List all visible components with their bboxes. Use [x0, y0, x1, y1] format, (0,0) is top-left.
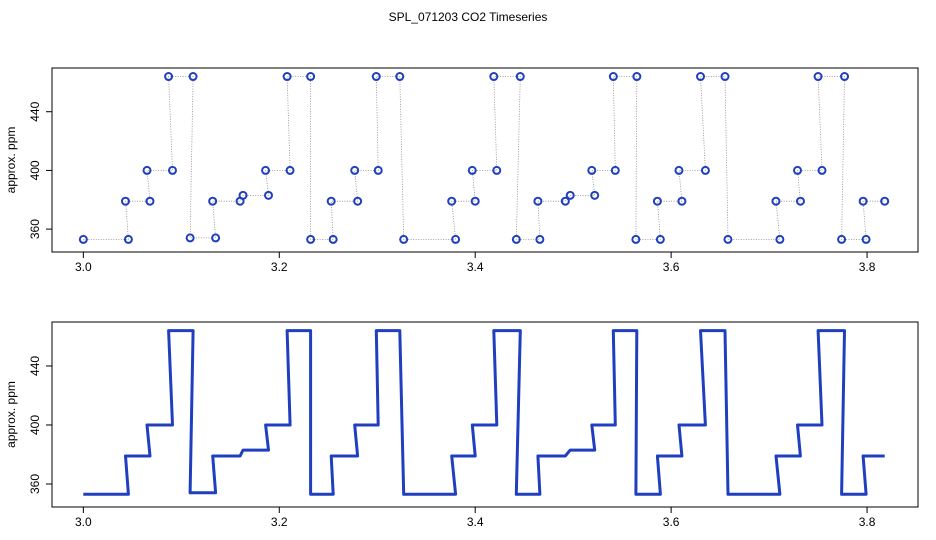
point	[164, 72, 174, 82]
point	[120, 196, 130, 206]
point	[674, 165, 684, 175]
point	[78, 234, 88, 244]
point	[700, 165, 710, 175]
y-tick-label: 400	[28, 415, 42, 435]
point	[652, 196, 662, 206]
x-tick-label: 3.2	[271, 260, 288, 274]
point	[817, 165, 827, 175]
x-tick-label: 3.8	[859, 515, 876, 529]
point	[696, 72, 706, 82]
point	[723, 234, 733, 244]
point	[492, 165, 502, 175]
point	[535, 234, 545, 244]
x-tick-label: 3.0	[75, 260, 92, 274]
point	[775, 234, 785, 244]
point	[632, 72, 642, 82]
point	[306, 72, 316, 82]
y-axis-label: approx. ppm	[4, 127, 18, 194]
point	[489, 72, 499, 82]
series-line	[83, 329, 885, 496]
point	[587, 165, 597, 175]
y-tick-label: 440	[28, 101, 42, 121]
point	[720, 72, 730, 82]
point	[211, 233, 221, 243]
point	[188, 72, 198, 82]
x-tick-label: 3.6	[663, 260, 680, 274]
point	[560, 196, 570, 206]
point	[565, 190, 575, 200]
x-tick-label: 3.2	[271, 515, 288, 529]
point	[353, 196, 363, 206]
point	[880, 196, 890, 206]
point	[813, 72, 823, 82]
point	[328, 234, 338, 244]
point	[655, 234, 665, 244]
point	[373, 165, 383, 175]
y-tick-label: 440	[28, 356, 42, 376]
point	[371, 72, 381, 82]
figure-title: SPL_071203 CO2 Timeseries	[389, 10, 548, 24]
point	[447, 196, 457, 206]
y-tick-label: 400	[28, 160, 42, 180]
point	[677, 196, 687, 206]
point	[451, 234, 461, 244]
point	[261, 165, 271, 175]
x-tick-label: 3.4	[467, 260, 484, 274]
point	[533, 196, 543, 206]
point	[840, 72, 850, 82]
x-tick-label: 3.4	[467, 515, 484, 529]
point	[590, 190, 600, 200]
y-tick-label: 360	[28, 219, 42, 239]
point	[264, 190, 273, 200]
point	[185, 233, 195, 243]
point	[142, 165, 152, 175]
point	[326, 196, 336, 206]
point	[631, 234, 641, 244]
point	[395, 72, 405, 82]
x-tick-label: 3.8	[859, 260, 876, 274]
x-tick-label: 3.6	[663, 515, 680, 529]
point	[837, 234, 847, 244]
y-tick-label: 360	[28, 474, 42, 494]
point	[285, 165, 295, 175]
point	[350, 165, 360, 175]
point	[167, 165, 177, 175]
point	[610, 165, 620, 175]
connector-line	[83, 76, 885, 240]
point	[306, 234, 316, 244]
y-axis-label: approx. ppm	[4, 381, 18, 448]
plot-frame	[51, 67, 919, 253]
point	[238, 190, 248, 200]
point	[771, 196, 781, 206]
plot-frame	[51, 321, 919, 508]
point	[470, 196, 480, 206]
point	[208, 196, 218, 206]
point	[399, 234, 409, 244]
point	[467, 165, 477, 175]
point	[858, 196, 868, 206]
point	[795, 196, 805, 206]
point	[793, 165, 803, 175]
point	[608, 72, 618, 82]
point	[145, 196, 155, 206]
point	[515, 72, 525, 82]
x-tick-label: 3.0	[75, 515, 92, 529]
point	[861, 234, 871, 244]
point	[282, 72, 292, 82]
point	[123, 234, 133, 244]
point	[511, 234, 521, 244]
